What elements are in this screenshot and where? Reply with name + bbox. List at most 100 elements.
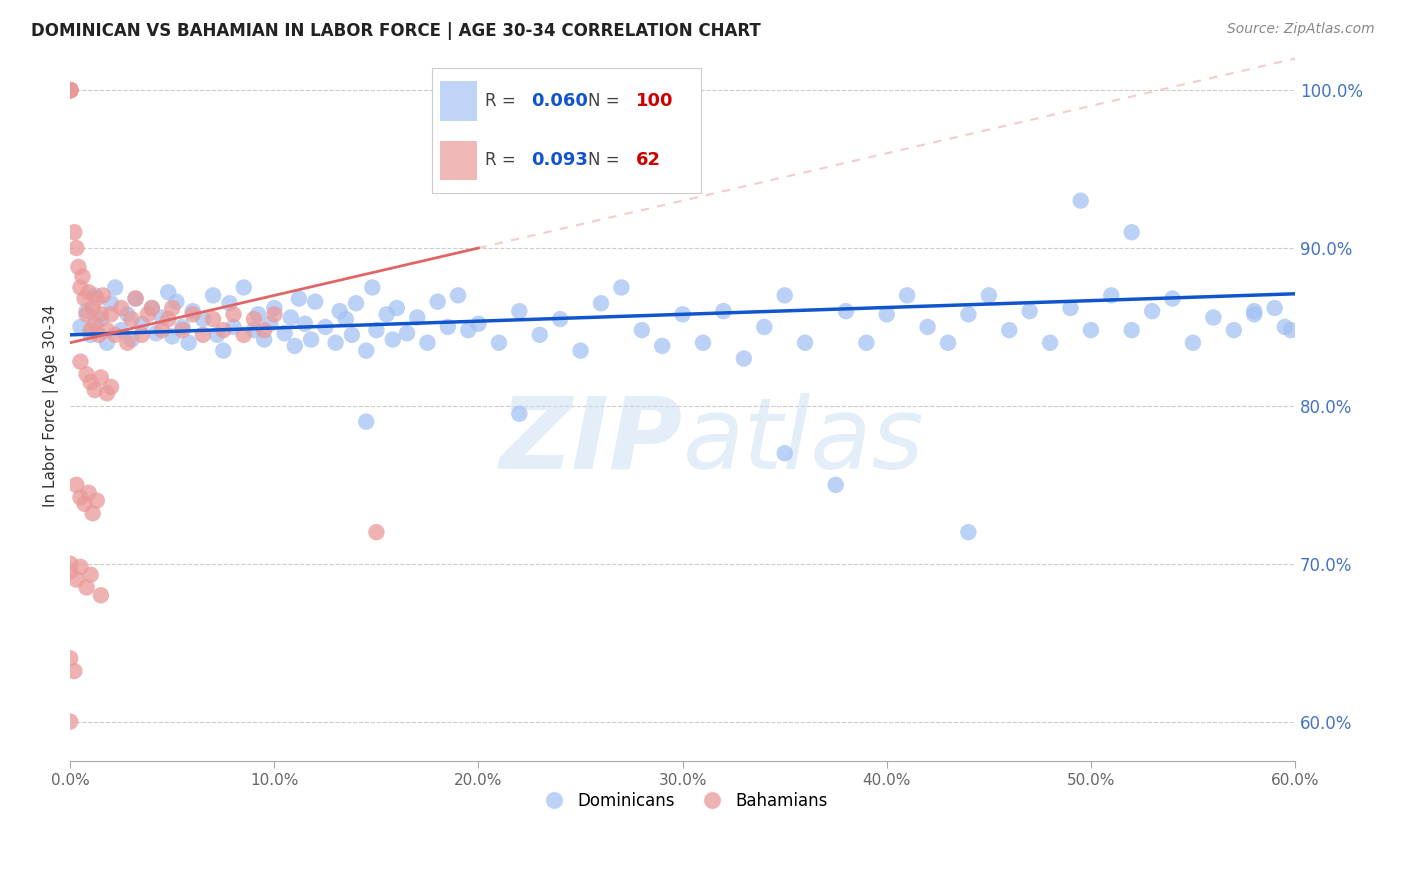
Point: [76, 304, 98, 318]
Point: [69, 320, 91, 334]
Point: [69, 280, 91, 294]
Point: [191, 312, 214, 326]
Point: [162, 329, 184, 343]
Point: [1121, 323, 1143, 337]
Point: [917, 320, 939, 334]
Point: [977, 288, 1000, 302]
Point: [145, 326, 167, 341]
Point: [284, 339, 307, 353]
Point: [218, 296, 240, 310]
Point: [344, 296, 367, 310]
Point: [59, 83, 82, 97]
Point: [375, 307, 398, 321]
Point: [243, 312, 266, 326]
Point: [457, 323, 479, 337]
Point: [354, 343, 377, 358]
Point: [1181, 335, 1204, 350]
Point: [136, 307, 159, 321]
Point: [150, 310, 173, 325]
Point: [936, 335, 959, 350]
Point: [437, 320, 460, 334]
Point: [72, 269, 94, 284]
Text: atlas: atlas: [683, 392, 924, 490]
Point: [121, 333, 143, 347]
Point: [773, 446, 796, 460]
Point: [59, 565, 82, 579]
Point: [876, 307, 898, 321]
Point: [69, 491, 91, 505]
Point: [855, 335, 877, 350]
Point: [447, 288, 470, 302]
Point: [794, 335, 817, 350]
Point: [396, 326, 419, 341]
Point: [79, 323, 101, 337]
Point: [1223, 323, 1246, 337]
Point: [957, 525, 980, 540]
Point: [304, 294, 326, 309]
Point: [165, 294, 187, 309]
Point: [263, 307, 285, 321]
Point: [508, 407, 530, 421]
Point: [212, 343, 235, 358]
Point: [63, 664, 86, 678]
Point: [1264, 301, 1286, 315]
Point: [131, 317, 153, 331]
Point: [467, 317, 489, 331]
Point: [100, 307, 122, 321]
Point: [124, 292, 146, 306]
Point: [329, 304, 352, 318]
Point: [1039, 335, 1062, 350]
Point: [569, 343, 592, 358]
Point: [1243, 307, 1265, 321]
Point: [630, 323, 652, 337]
Point: [76, 307, 98, 321]
Point: [90, 307, 112, 321]
Point: [824, 478, 846, 492]
Point: [65, 478, 87, 492]
Point: [82, 506, 104, 520]
Point: [896, 288, 918, 302]
Point: [340, 327, 363, 342]
Point: [366, 323, 388, 337]
Point: [104, 327, 127, 342]
Point: [713, 304, 735, 318]
Point: [100, 296, 122, 310]
Point: [100, 380, 122, 394]
Point: [59, 714, 82, 729]
Point: [222, 307, 245, 321]
Point: [1243, 304, 1265, 318]
Point: [162, 301, 184, 315]
Point: [157, 312, 180, 326]
Point: [1059, 301, 1081, 315]
Point: [253, 323, 276, 337]
Point: [73, 292, 96, 306]
Point: [280, 310, 302, 325]
Point: [335, 312, 357, 326]
Point: [202, 312, 225, 326]
Point: [104, 280, 127, 294]
Point: [1080, 323, 1102, 337]
Point: [426, 294, 449, 309]
Point: [1121, 225, 1143, 239]
Point: [294, 317, 316, 331]
Point: [141, 301, 163, 315]
Point: [1070, 194, 1092, 208]
Point: [1161, 292, 1184, 306]
Point: [222, 320, 245, 334]
Point: [87, 327, 110, 342]
Point: [651, 339, 673, 353]
Point: [385, 301, 408, 315]
Point: [273, 326, 295, 341]
Point: [773, 288, 796, 302]
Point: [1018, 304, 1040, 318]
Point: [82, 301, 104, 315]
Text: ZIP: ZIP: [499, 392, 683, 490]
Point: [998, 323, 1021, 337]
Point: [314, 320, 336, 334]
Point: [181, 304, 204, 318]
Point: [79, 327, 101, 342]
Point: [212, 323, 235, 337]
Point: [1140, 304, 1163, 318]
Point: [361, 280, 384, 294]
Point: [733, 351, 755, 366]
